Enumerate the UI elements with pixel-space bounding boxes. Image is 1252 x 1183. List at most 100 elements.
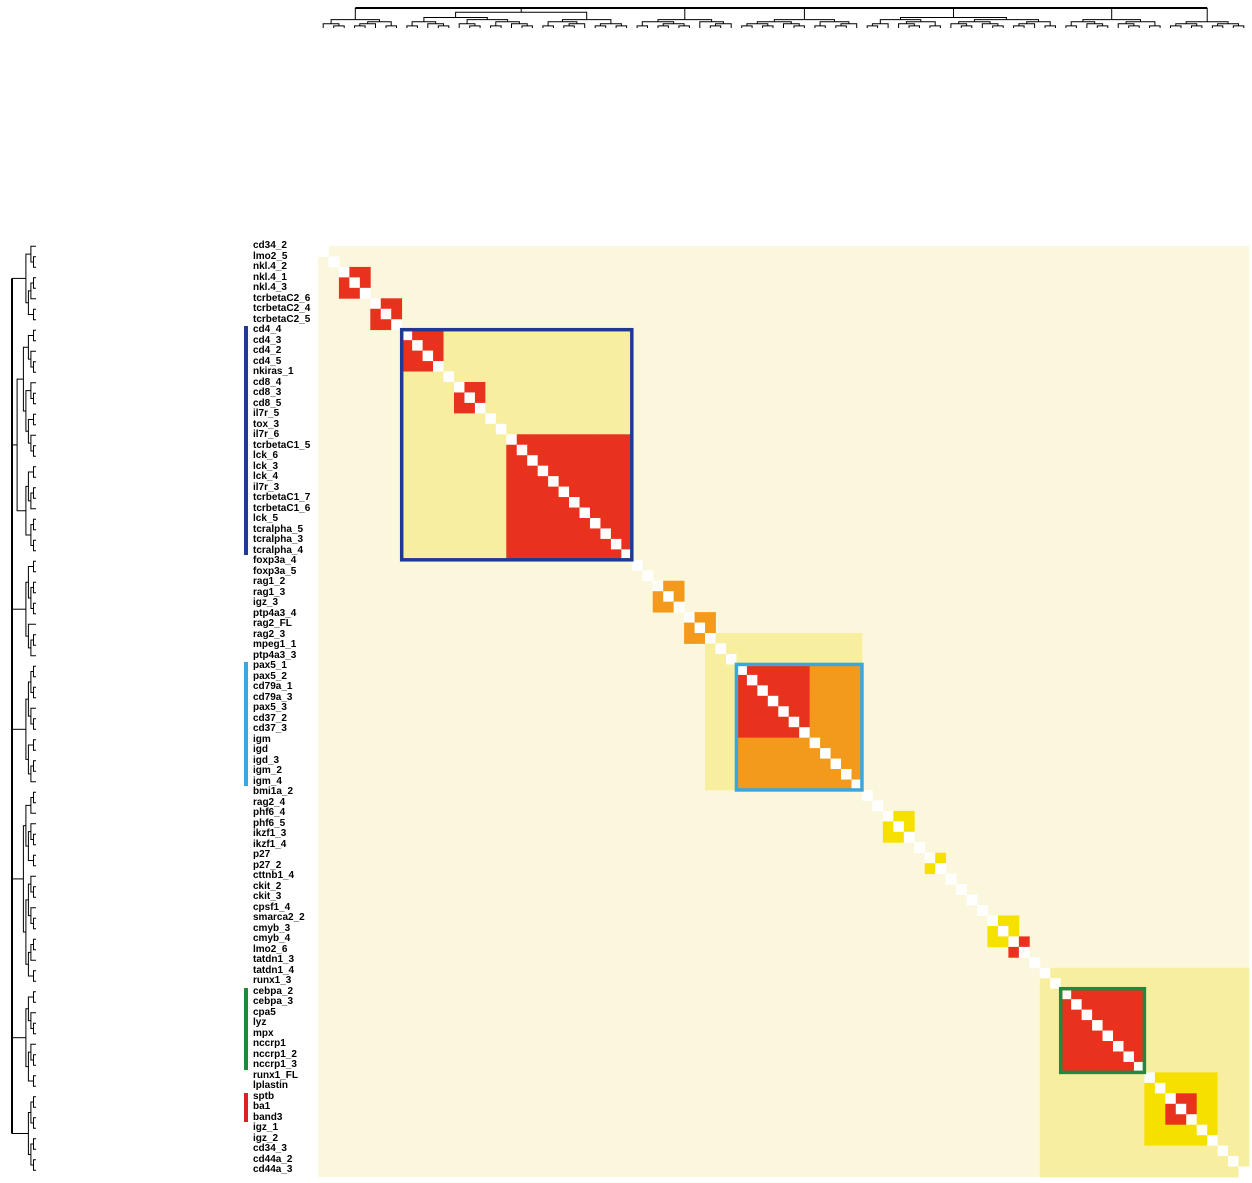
heatmap-cell (736, 653, 748, 665)
heatmap-cell (1071, 1114, 1083, 1126)
heatmap-cell (1144, 999, 1156, 1011)
heatmap-cell (1071, 1156, 1083, 1167)
heatmap-cell (1228, 1093, 1239, 1105)
cluster-box (1058, 986, 1147, 1075)
heatmap-cell (412, 486, 424, 498)
heatmap-cell (558, 392, 570, 404)
heatmap-cell (1029, 957, 1041, 969)
row-label: nccrp1_3 (253, 1059, 297, 1070)
dendrogram-branch (455, 11, 588, 20)
heatmap-cell (621, 402, 633, 414)
heatmap-cell (799, 737, 811, 749)
heatmap-cell (474, 434, 486, 446)
heatmap-cell (809, 695, 821, 707)
heatmap-cell (746, 748, 758, 759)
dendrogram-branch (33, 1022, 36, 1035)
heatmap-cell (1207, 1061, 1219, 1073)
heatmap-cell (527, 413, 539, 425)
heatmap-cell (1175, 1156, 1187, 1167)
heatmap-cell (715, 748, 727, 759)
dendrogram-branch (33, 634, 36, 646)
heatmap-cell (684, 622, 695, 634)
heatmap-cell (1144, 1051, 1156, 1063)
heatmap-cell (851, 727, 863, 739)
heatmap-cell (705, 695, 716, 707)
heatmap-cell (589, 507, 601, 519)
row-label: cmyb_3 (253, 922, 291, 934)
heatmap-cell (569, 444, 580, 456)
heatmap-cell (506, 329, 518, 341)
heatmap-cell (453, 455, 465, 467)
heatmap-cell (1228, 1135, 1239, 1147)
heatmap-cell (1133, 1051, 1145, 1063)
heatmap-cell (600, 455, 612, 467)
row-label: cd34_3 (253, 1143, 287, 1154)
heatmap-cell (433, 371, 444, 383)
heatmap-cell (830, 674, 842, 686)
heatmap-cell (453, 381, 465, 393)
heatmap-cell (1123, 999, 1135, 1011)
dendrogram-branch (33, 1096, 36, 1108)
row-label: ptp4a3_3 (253, 649, 297, 661)
heatmap-cell (1228, 999, 1239, 1011)
heatmap-cell (725, 727, 737, 739)
row-label: rag2_FL (253, 618, 292, 629)
row-label: tcrbetaC1_6 (253, 502, 311, 514)
heatmap-cell (1217, 1156, 1229, 1167)
heatmap-cell (1175, 1093, 1187, 1105)
heatmap-cell (464, 392, 476, 404)
heatmap-cell (1154, 1156, 1166, 1167)
row-label: cd34_2 (253, 240, 287, 251)
heatmap-cell (569, 497, 580, 508)
dendrogram-branch (814, 25, 826, 28)
heatmap-cell (464, 497, 476, 508)
heatmap-cell (1071, 988, 1083, 1000)
dendrogram-branch (385, 25, 397, 28)
heatmap-cell (621, 350, 633, 362)
heatmap-cell (558, 497, 570, 508)
heatmap-cell (1175, 967, 1187, 979)
heatmap-cell (841, 748, 852, 759)
heatmap-cell (412, 413, 424, 425)
heatmap-cell (694, 633, 706, 644)
dendrogram-branch (33, 602, 36, 615)
row-label: cpa5 (253, 1006, 276, 1018)
heatmap-cell (1133, 1072, 1145, 1084)
heatmap-cell (600, 528, 612, 540)
heatmap-cell (1217, 1145, 1229, 1157)
dendrogram-branch (636, 25, 648, 28)
heatmap-cell (495, 381, 507, 393)
heatmap-cell (1050, 1030, 1062, 1042)
heatmap-cell (841, 727, 852, 739)
heatmap-cell (705, 737, 716, 749)
heatmap-cell (809, 727, 821, 739)
dendrogram-branch (929, 25, 941, 28)
heatmap-cell (788, 737, 800, 749)
heatmap-cell (746, 695, 758, 707)
heatmap-cell (412, 528, 424, 540)
heatmap-cell (412, 517, 424, 529)
heatmap-cell (725, 748, 737, 759)
heatmap-cell (1123, 978, 1135, 990)
heatmap-cell (412, 423, 424, 435)
heatmap-cell (705, 779, 716, 791)
row-label: sptb (253, 1090, 275, 1102)
row-label: pax5_3 (253, 702, 287, 713)
heatmap-cell (1123, 967, 1135, 979)
heatmap-cell (1175, 988, 1187, 1000)
heatmap-cell (799, 716, 811, 728)
heatmap-cell (1186, 1145, 1198, 1157)
heatmap-cell (1238, 1093, 1250, 1105)
heatmap-cell (757, 674, 769, 686)
heatmap-cell (914, 842, 926, 854)
row-label: lck_5 (253, 513, 279, 524)
heatmap-cell (673, 580, 685, 592)
heatmap-cell (589, 340, 601, 352)
heatmap-cell (569, 413, 580, 425)
heatmap-cell (1207, 1041, 1219, 1052)
dendrogram-branch (1044, 25, 1056, 28)
heatmap-cell (1186, 1114, 1198, 1126)
heatmap-cell (705, 758, 716, 770)
heatmap-cell (799, 674, 811, 686)
heatmap-cell (1144, 1041, 1156, 1052)
